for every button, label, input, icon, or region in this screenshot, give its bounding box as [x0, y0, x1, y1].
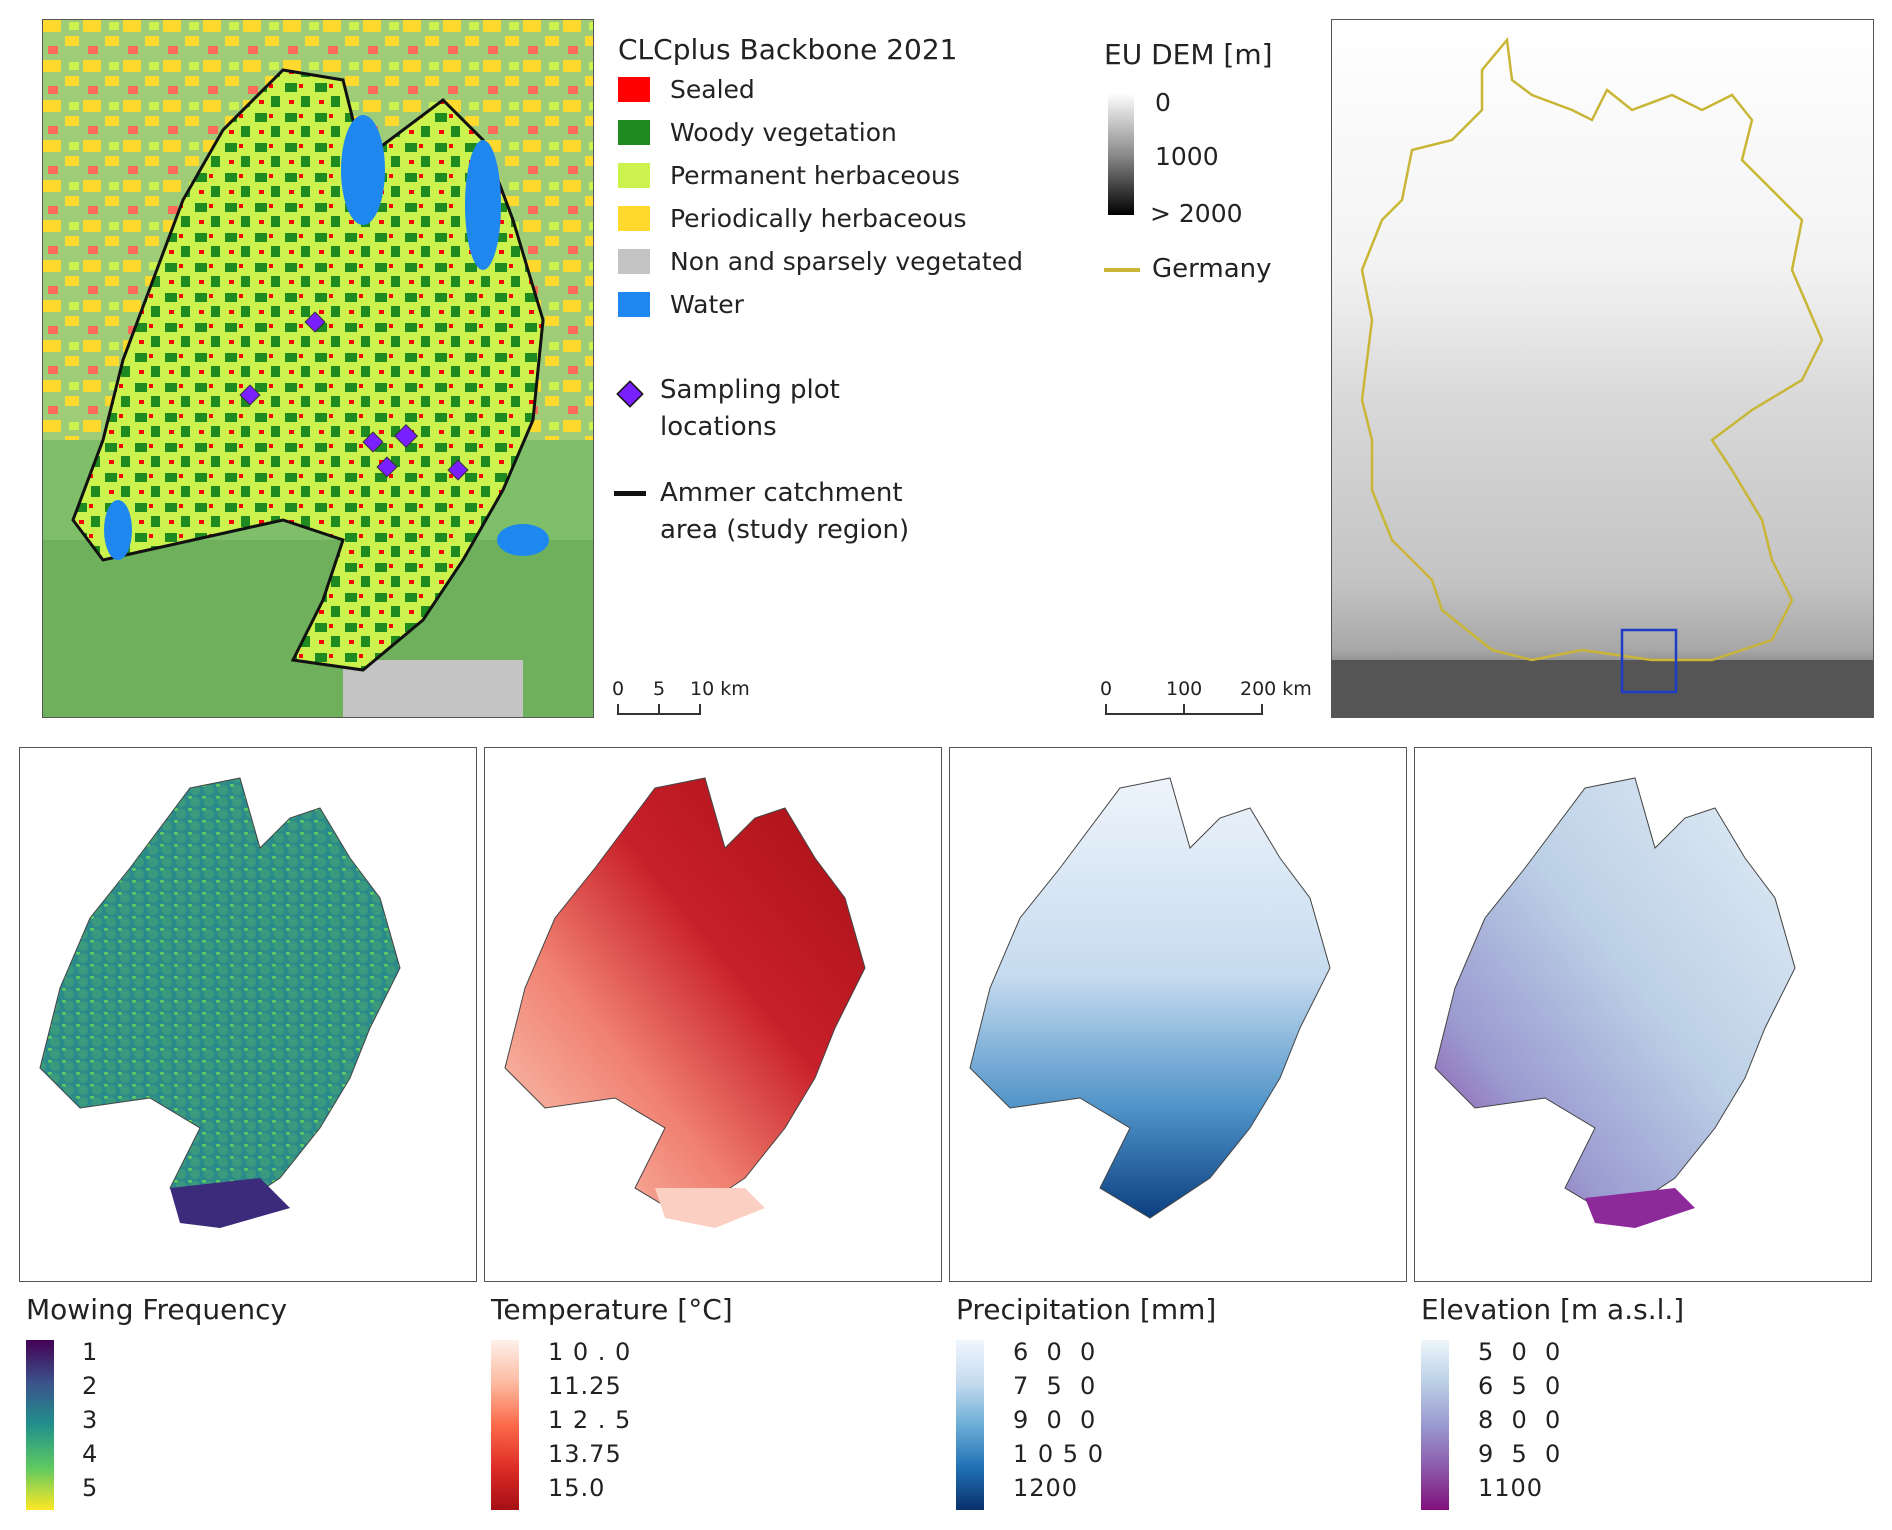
- mowing-hex-svg: [39, 777, 401, 1228]
- swatch-periodic: [618, 206, 650, 231]
- elevation-tick-3: 9 5 0: [1478, 1440, 1562, 1468]
- legend-item-periodic: Periodically herbaceous: [618, 197, 1023, 240]
- elevation-tick-0: 5 0 0: [1478, 1338, 1562, 1366]
- sampling-diamond-icon: [616, 380, 644, 408]
- elevation-tick-2: 8 0 0: [1478, 1406, 1562, 1434]
- temperature-ramp: [491, 1340, 519, 1510]
- elevation-tick-4: 1100: [1478, 1474, 1544, 1502]
- sampling-legend-label: Sampling plot locations: [660, 372, 840, 446]
- temperature-tick-1: 11.25: [548, 1372, 622, 1400]
- precipitation-hex-svg: [969, 777, 1331, 1219]
- sampling-label-line2: locations: [660, 412, 777, 442]
- scale-bar-small: 0 5 10 km: [612, 678, 750, 715]
- mowing-tick-1: 2: [82, 1372, 99, 1400]
- elevation-ramp: [1421, 1340, 1449, 1510]
- legend-label: Water: [670, 290, 744, 319]
- precipitation-tick-2: 9 0 0: [1013, 1406, 1097, 1434]
- mowing-legend-title: Mowing Frequency: [26, 1293, 288, 1326]
- swatch-water: [618, 292, 650, 317]
- temperature-tick-4: 15.0: [548, 1474, 606, 1502]
- germany-line-icon: [1104, 268, 1140, 272]
- swatch-woody: [618, 120, 650, 145]
- scale-bar-large: 0 100 200 km: [1100, 678, 1325, 718]
- scale-large-tick-2: 200 km: [1240, 678, 1312, 700]
- germany-dem-map: [1331, 19, 1874, 718]
- catchment-label-line1: Ammer catchment: [660, 478, 903, 508]
- dem-legend-title: EU DEM [m]: [1104, 38, 1273, 71]
- scale-bar-large-lines: [1105, 704, 1263, 715]
- catchment-legend-label: Ammer catchment area (study region): [660, 475, 909, 549]
- dem-tick-1: 1000: [1155, 142, 1219, 171]
- scale-small-tick-0: 0: [612, 678, 625, 700]
- legend-label: Permanent herbaceous: [670, 161, 960, 190]
- legend-label: Periodically herbaceous: [670, 204, 967, 233]
- legend-label: Non and sparsely vegetated: [670, 247, 1023, 276]
- legend-item-permanent: Permanent herbaceous: [618, 154, 1023, 197]
- precipitation-tick-3: 1 0 5 0: [1013, 1440, 1104, 1468]
- legend-item-sealed: Sealed: [618, 68, 1023, 111]
- germany-legend-label: Germany: [1152, 254, 1272, 284]
- mowing-tick-2: 3: [82, 1406, 99, 1434]
- precipitation-map: [949, 747, 1407, 1282]
- precipitation-ramp: [956, 1340, 984, 1510]
- temperature-legend-title: Temperature [°C]: [491, 1293, 733, 1326]
- dem-ramp: [1108, 93, 1134, 215]
- precipitation-tick-4: 1200: [1013, 1474, 1079, 1502]
- temperature-map: [484, 747, 942, 1282]
- elevation-tick-1: 6 5 0: [1478, 1372, 1562, 1400]
- legend-item-woody: Woody vegetation: [618, 111, 1023, 154]
- mowing-tick-0: 1: [82, 1338, 99, 1366]
- mowing-frequency-map: [19, 747, 477, 1282]
- temperature-tick-3: 13.75: [548, 1440, 622, 1468]
- mowing-ramp: [26, 1340, 54, 1510]
- scale-large-tick-1: 100: [1166, 678, 1203, 700]
- mowing-tick-3: 4: [82, 1440, 99, 1468]
- precipitation-tick-1: 7 5 0: [1013, 1372, 1097, 1400]
- temperature-hex-svg: [504, 777, 866, 1228]
- dem-tick-0: 0: [1155, 88, 1171, 117]
- landcover-map: [42, 19, 594, 718]
- scale-bar-small-lines: [617, 704, 701, 715]
- elevation-map: [1414, 747, 1872, 1282]
- mowing-tick-4: 5: [82, 1474, 99, 1502]
- catchment-line-icon: [614, 491, 646, 496]
- dem-tick-2: > 2000: [1150, 199, 1243, 228]
- study-area-box: [1620, 628, 1678, 694]
- legend-item-sparse: Non and sparsely vegetated: [618, 240, 1023, 283]
- legend-label: Woody vegetation: [670, 118, 897, 147]
- landcover-legend-title: CLCplus Backbone 2021: [618, 33, 958, 66]
- legend-label: Sealed: [670, 75, 755, 104]
- swatch-sparse: [618, 249, 650, 274]
- germany-dem-svg: [1332, 20, 1873, 717]
- temperature-tick-0: 1 0 . 0: [548, 1338, 632, 1366]
- scale-small-tick-2: 10 km: [690, 678, 750, 700]
- elevation-hex-svg: [1434, 777, 1796, 1228]
- swatch-permanent: [618, 163, 650, 188]
- precipitation-legend-title: Precipitation [mm]: [956, 1293, 1217, 1326]
- elevation-legend-title: Elevation [m a.s.l.]: [1421, 1293, 1685, 1326]
- landcover-map-svg: [43, 20, 593, 717]
- legend-item-water: Water: [618, 283, 1023, 326]
- catchment-label-line2: area (study region): [660, 515, 910, 545]
- scale-large-tick-0: 0: [1100, 678, 1113, 700]
- scale-small-tick-1: 5: [653, 678, 666, 700]
- sampling-label-line1: Sampling plot: [660, 375, 840, 405]
- swatch-sealed: [618, 77, 650, 102]
- precipitation-tick-0: 6 0 0: [1013, 1338, 1097, 1366]
- landcover-legend: CLCplus Backbone 2021 Sealed Woody veget…: [618, 33, 1023, 326]
- temperature-tick-2: 1 2 . 5: [548, 1406, 632, 1434]
